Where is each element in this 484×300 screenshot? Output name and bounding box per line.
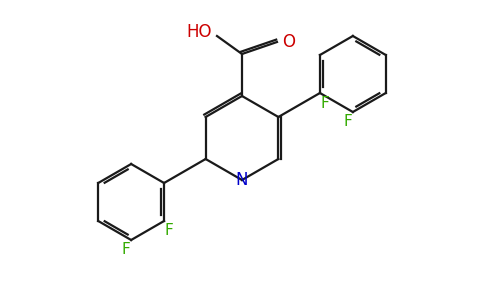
Text: HO: HO [186, 23, 212, 41]
Text: F: F [320, 95, 329, 110]
Text: F: F [122, 242, 131, 257]
Text: F: F [165, 224, 173, 238]
Text: N: N [236, 171, 248, 189]
Text: O: O [283, 33, 296, 51]
Text: F: F [344, 115, 352, 130]
